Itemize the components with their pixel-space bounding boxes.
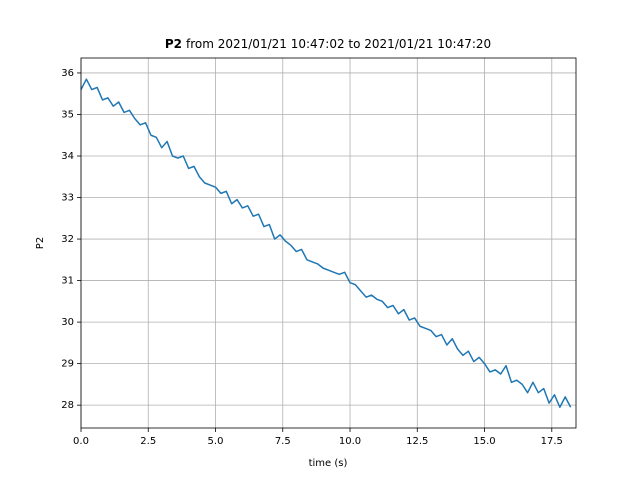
title-bold: P2 xyxy=(165,37,182,51)
y-tick-label: 28 xyxy=(61,400,74,411)
x-tick-label: 12.5 xyxy=(406,436,428,447)
x-tick-label: 5.0 xyxy=(208,436,224,447)
x-tick-label: 7.5 xyxy=(275,436,291,447)
y-tick-label: 35 xyxy=(61,109,74,120)
y-tick-label: 30 xyxy=(61,317,74,328)
y-tick-label: 32 xyxy=(61,234,74,245)
x-tick-label: 10.0 xyxy=(339,436,361,447)
x-tick-label: 15.0 xyxy=(473,436,495,447)
y-tick-label: 36 xyxy=(61,68,74,79)
chart-title: P2 from 2021/01/21 10:47:02 to 2021/01/21… xyxy=(165,37,491,51)
x-tick-label: 2.5 xyxy=(140,436,156,447)
y-tick-label: 33 xyxy=(61,193,74,204)
y-axis-label: P2 xyxy=(35,237,46,249)
x-axis-label: time (s) xyxy=(309,458,348,469)
x-tick-label: 17.5 xyxy=(541,436,563,447)
y-tick-label: 29 xyxy=(61,359,74,370)
x-tick-label: 0.0 xyxy=(73,436,89,447)
plot-frame xyxy=(80,57,577,429)
data-line xyxy=(80,78,572,408)
title-rest: from 2021/01/21 10:47:02 to 2021/01/21 1… xyxy=(186,37,491,51)
y-tick-label: 31 xyxy=(61,276,74,287)
y-tick-label: 34 xyxy=(61,151,74,162)
